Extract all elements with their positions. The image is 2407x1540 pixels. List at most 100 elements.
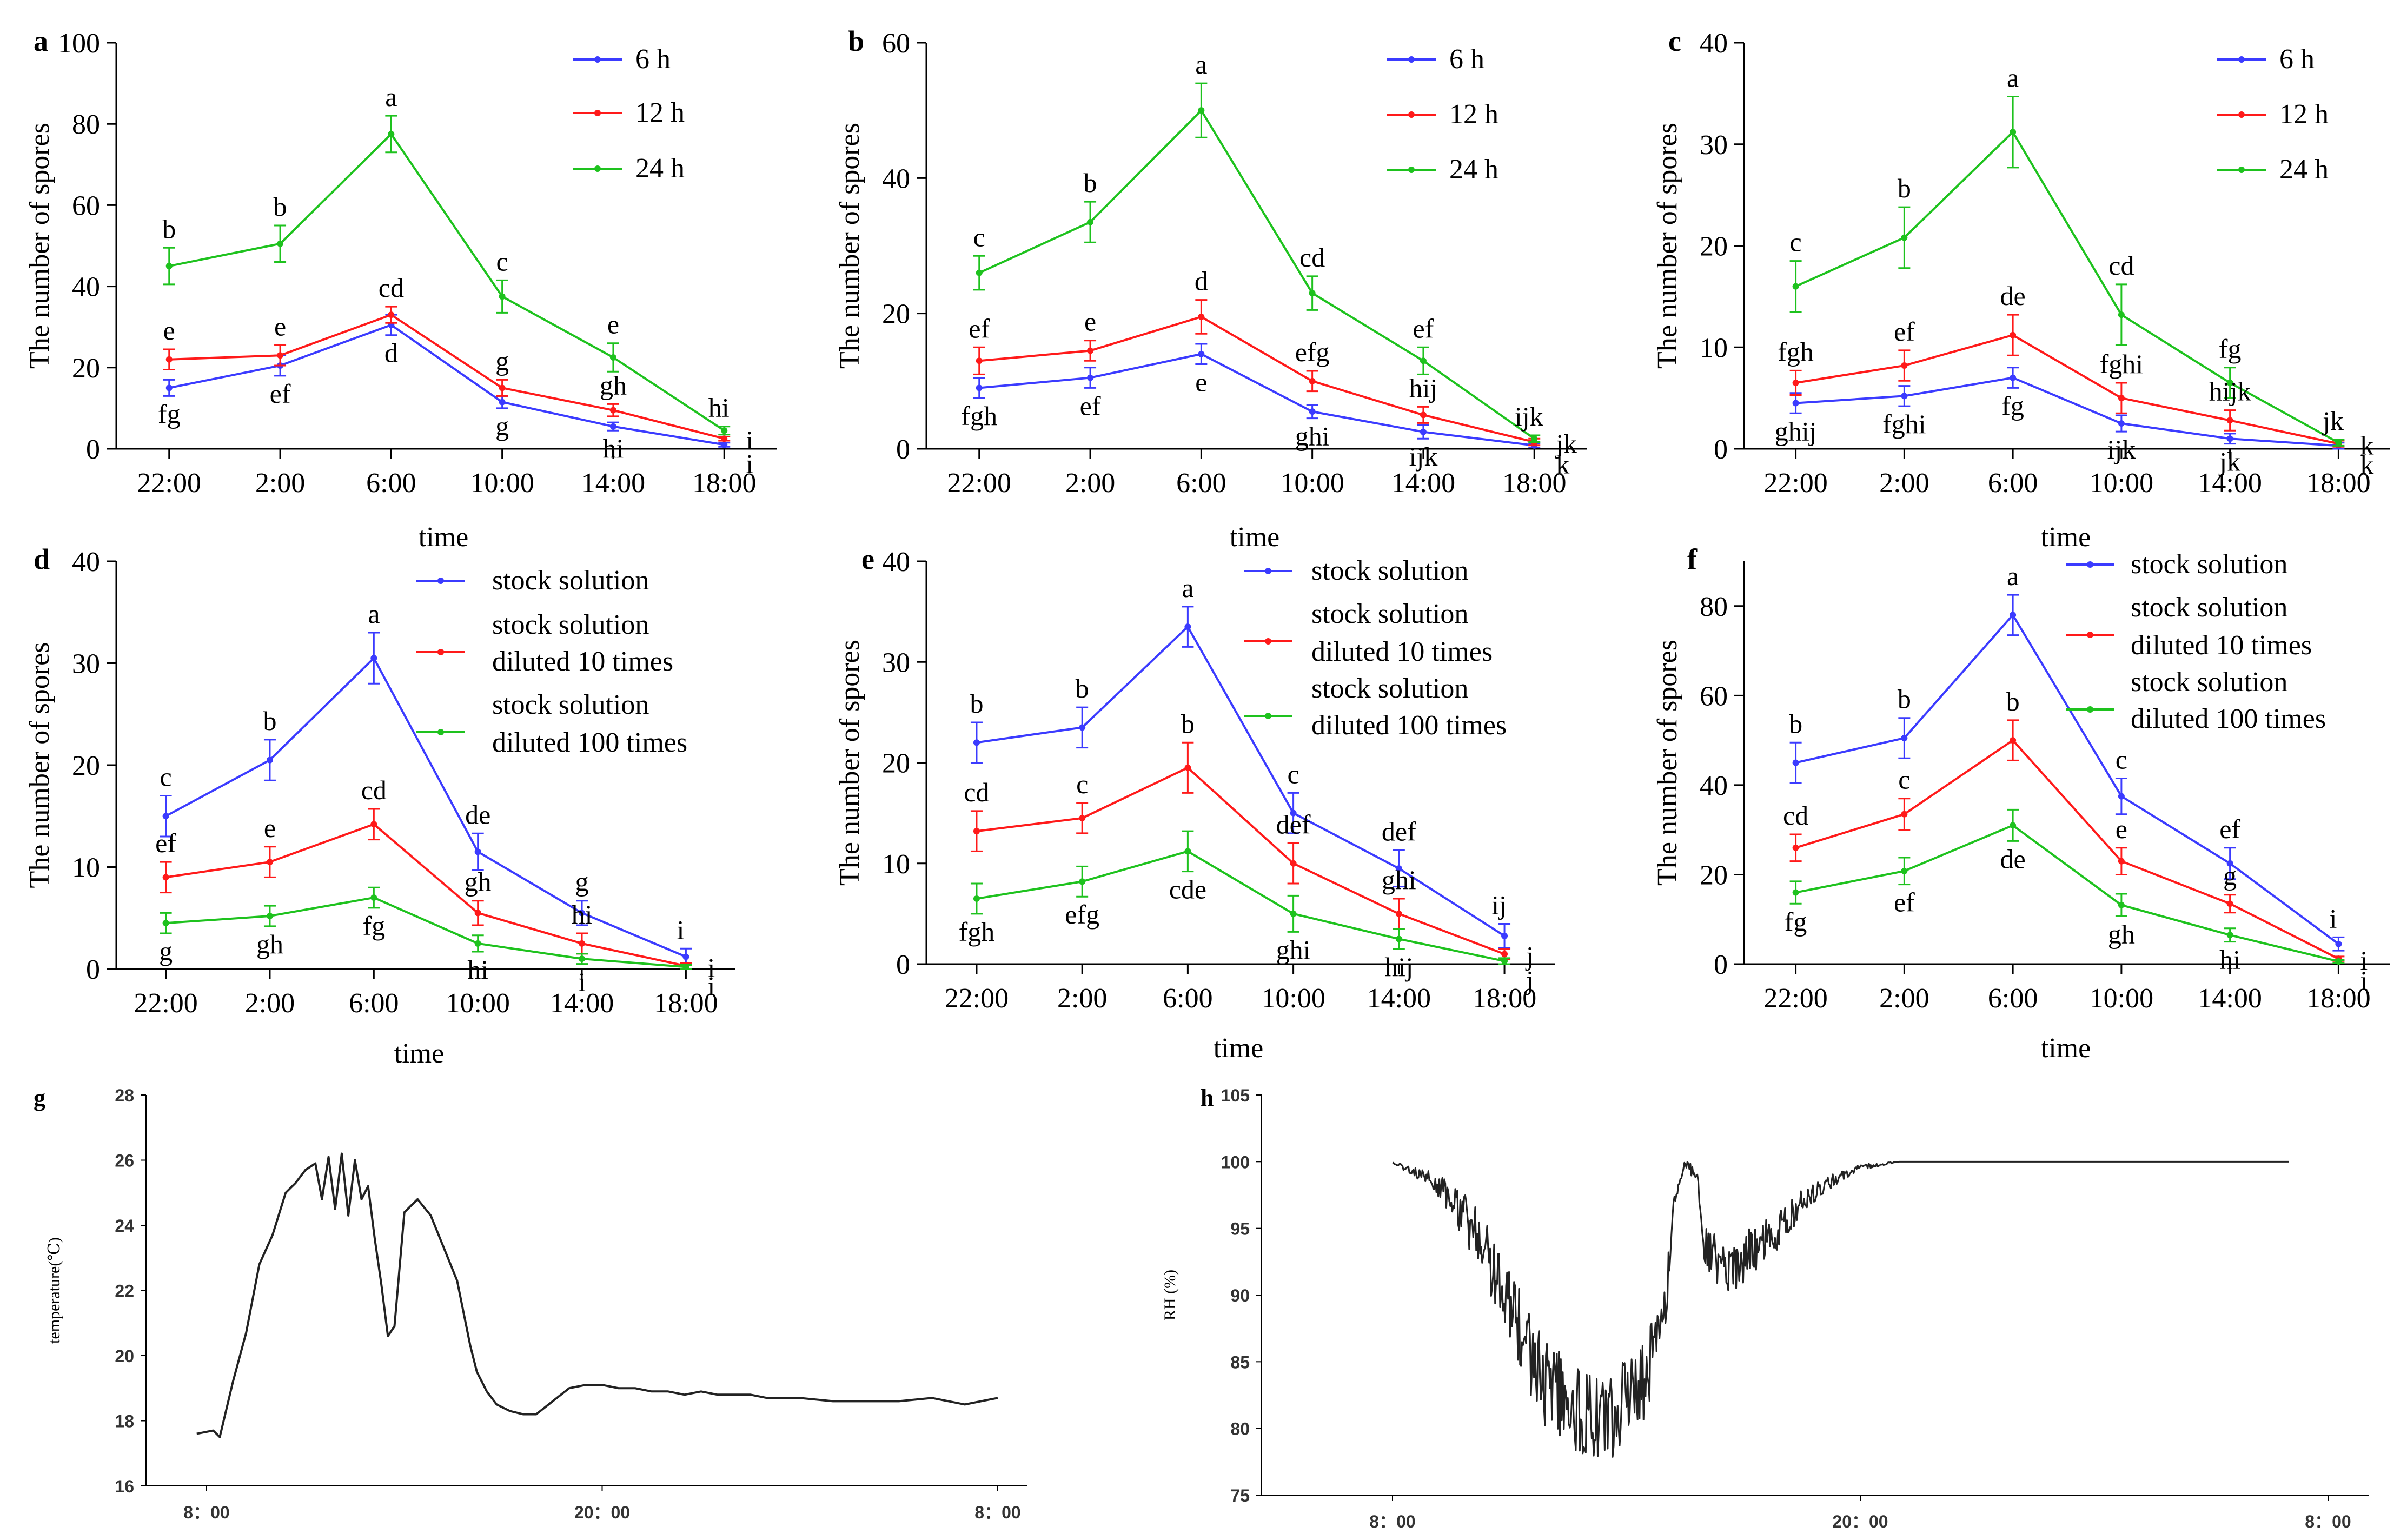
significance-letter: ef — [1080, 390, 1101, 421]
data-point — [1792, 400, 1799, 407]
y-tick-label: 26 — [115, 1151, 134, 1171]
data-point — [1079, 724, 1086, 731]
legend-marker — [437, 729, 444, 735]
data-point — [474, 848, 481, 855]
significance-letter: g — [159, 936, 173, 966]
y-tick-label: 60 — [882, 28, 910, 59]
significance-letter: fgh — [959, 917, 995, 947]
panel-label: d — [34, 543, 50, 575]
significance-letter: e — [2116, 814, 2127, 844]
series-2 — [973, 82, 1541, 443]
data-point — [1087, 218, 1094, 225]
data-point — [2010, 129, 2017, 136]
x-tick-label: 2:00 — [1065, 468, 1115, 499]
x-tick-label: 20：00 — [574, 1503, 630, 1522]
data-point — [2010, 374, 2017, 381]
data-point — [162, 874, 169, 881]
y-tick-label: 20 — [882, 299, 910, 330]
significance-letter: c — [1076, 769, 1088, 799]
series-line — [1795, 376, 2339, 447]
x-tick-label: 2:00 — [1057, 983, 1107, 1014]
significance-letter: ij — [1491, 890, 1507, 920]
legend-marker — [1265, 638, 1271, 645]
significance-letter: hij — [1384, 952, 1413, 982]
y-tick-label: 20 — [115, 1346, 134, 1366]
y-tick-label: 20 — [72, 353, 100, 384]
y-axis-title: The number of spores — [834, 123, 865, 369]
x-tick-label: 18:00 — [654, 988, 718, 1019]
data-point — [474, 910, 481, 917]
x-tick-label: 6:00 — [1163, 983, 1212, 1014]
significance-letter: fg — [1785, 906, 1807, 937]
x-axis-title: time — [394, 1038, 444, 1069]
series-2 — [970, 830, 1511, 965]
data-point — [2118, 793, 2125, 800]
y-tick-label: 80 — [1230, 1419, 1250, 1439]
y-tick-label: 10 — [882, 849, 910, 880]
y-tick-label: 95 — [1230, 1219, 1250, 1239]
x-tick-label: 22:00 — [134, 988, 197, 1019]
x-tick-label: 6:00 — [349, 988, 399, 1019]
significance-letter: jk — [2322, 406, 2344, 436]
legend-label: 24 h — [2279, 154, 2329, 185]
legend-marker — [437, 578, 444, 584]
x-axis-title: time — [2041, 522, 2091, 553]
data-point — [1087, 374, 1094, 381]
data-point — [1901, 234, 1908, 241]
data-point — [1901, 362, 1908, 369]
y-tick-label: 0 — [86, 434, 100, 465]
significance-letter: cd — [2108, 250, 2134, 281]
series-1 — [1789, 314, 2345, 448]
data-point — [973, 739, 980, 746]
legend: 6 h 12 h 24 h — [1387, 44, 1498, 185]
series-line — [165, 823, 686, 967]
data-point — [162, 813, 169, 820]
x-tick-label: 18:00 — [2306, 468, 2370, 499]
data-point — [1309, 377, 1316, 384]
significance-letter: ijk — [1409, 441, 1438, 472]
y-tick-label: 22 — [115, 1282, 134, 1301]
y-tick-label: 60 — [72, 190, 100, 221]
legend-label: 24 h — [635, 153, 685, 184]
data-point — [277, 352, 284, 359]
legend-label: stock solution — [2131, 549, 2287, 580]
data-point — [1395, 865, 1402, 872]
y-tick-label: 20 — [1700, 860, 1728, 891]
data-point — [973, 828, 980, 835]
legend-marker — [1408, 111, 1415, 118]
x-axis-title: time — [2041, 1033, 2091, 1064]
legend-marker — [594, 56, 601, 63]
data-point — [2335, 439, 2342, 446]
significance-letter: fghi — [2100, 349, 2144, 379]
data-point — [721, 427, 728, 434]
y-tick-label: 40 — [1700, 771, 1728, 801]
significance-letter: cd — [1299, 242, 1325, 273]
panel-label: c — [1668, 25, 1681, 57]
series-line — [976, 625, 1506, 937]
y-tick-label: 40 — [882, 547, 910, 578]
significance-letter: gh — [256, 929, 283, 959]
data-point — [1079, 878, 1086, 885]
significance-letter: ghi — [1295, 421, 1330, 452]
significance-letter: ef — [1413, 313, 1434, 343]
y-tick-label: 20 — [72, 751, 100, 781]
y-axis-title: The number of spores — [24, 642, 55, 888]
significance-letter: ef — [1894, 316, 1915, 347]
x-tick-label: 14:00 — [2198, 983, 2262, 1014]
significance-letter: k — [2360, 449, 2373, 480]
x-tick-label: 22:00 — [137, 468, 201, 499]
data-point — [1309, 290, 1316, 297]
y-axis-title: RH (%) — [1161, 1270, 1179, 1320]
data-point — [721, 441, 728, 448]
legend-marker — [2238, 167, 2245, 173]
data-point — [266, 912, 273, 919]
significance-letter: g — [495, 346, 509, 376]
data-point — [388, 130, 395, 137]
x-tick-label: 10:00 — [2090, 468, 2153, 499]
significance-letter: hi — [708, 393, 730, 423]
y-tick-label: 0 — [896, 950, 910, 980]
significance-letter: k — [2360, 430, 2373, 461]
x-tick-label: 18:00 — [2306, 983, 2370, 1014]
data-point — [1501, 932, 1508, 939]
